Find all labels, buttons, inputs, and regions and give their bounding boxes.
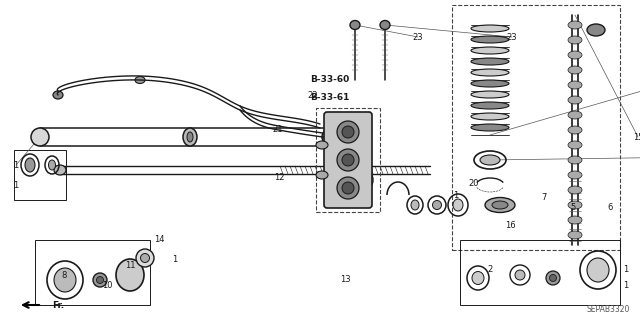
Ellipse shape	[568, 126, 582, 134]
Ellipse shape	[480, 155, 500, 165]
Bar	[316, 108, 380, 212]
Ellipse shape	[568, 21, 582, 29]
Text: 8: 8	[61, 271, 67, 279]
Ellipse shape	[471, 58, 509, 65]
Ellipse shape	[546, 271, 560, 285]
Text: 12: 12	[274, 173, 284, 182]
Ellipse shape	[471, 80, 509, 87]
Text: B-33-61: B-33-61	[310, 93, 349, 101]
Text: 1: 1	[623, 280, 628, 290]
Ellipse shape	[587, 24, 605, 36]
Text: 7: 7	[541, 192, 547, 202]
Text: 23: 23	[413, 33, 423, 41]
Ellipse shape	[485, 197, 515, 212]
Ellipse shape	[568, 171, 582, 179]
Ellipse shape	[471, 124, 509, 131]
Ellipse shape	[568, 36, 582, 44]
Ellipse shape	[587, 258, 609, 282]
Ellipse shape	[471, 47, 509, 54]
Text: 6: 6	[607, 203, 612, 211]
Ellipse shape	[342, 154, 354, 166]
Ellipse shape	[141, 254, 150, 263]
Text: Fr.: Fr.	[52, 300, 64, 309]
Ellipse shape	[337, 149, 359, 171]
Ellipse shape	[568, 51, 582, 59]
Text: SEPAB3320: SEPAB3320	[587, 306, 630, 315]
Text: 1: 1	[13, 160, 19, 169]
Text: 15: 15	[633, 132, 640, 142]
Ellipse shape	[97, 277, 104, 284]
Ellipse shape	[568, 81, 582, 89]
Text: 20: 20	[468, 179, 479, 188]
Ellipse shape	[337, 121, 359, 143]
Ellipse shape	[568, 216, 582, 224]
Ellipse shape	[568, 111, 582, 119]
Ellipse shape	[25, 158, 35, 172]
Ellipse shape	[93, 273, 107, 287]
Ellipse shape	[568, 201, 582, 209]
Ellipse shape	[380, 20, 390, 29]
Ellipse shape	[53, 91, 63, 99]
Ellipse shape	[187, 132, 193, 142]
Text: 2: 2	[488, 265, 493, 275]
Ellipse shape	[316, 171, 328, 179]
Ellipse shape	[54, 165, 66, 175]
Ellipse shape	[471, 113, 509, 120]
Ellipse shape	[322, 129, 338, 145]
Text: 14: 14	[154, 235, 164, 244]
Ellipse shape	[492, 201, 508, 209]
Ellipse shape	[568, 96, 582, 104]
Ellipse shape	[568, 231, 582, 239]
Text: 10: 10	[102, 280, 112, 290]
Text: 13: 13	[340, 276, 350, 285]
Text: 1: 1	[172, 256, 178, 264]
Text: B-33-60: B-33-60	[310, 76, 349, 85]
Bar	[14, 150, 66, 200]
Ellipse shape	[471, 36, 509, 43]
Text: 22: 22	[308, 91, 318, 100]
Text: 1: 1	[623, 265, 628, 275]
Text: 16: 16	[505, 220, 515, 229]
Ellipse shape	[472, 271, 484, 285]
Ellipse shape	[568, 66, 582, 74]
Ellipse shape	[550, 275, 557, 281]
Ellipse shape	[337, 177, 359, 199]
Ellipse shape	[433, 201, 442, 210]
Ellipse shape	[515, 270, 525, 280]
Text: 1: 1	[13, 181, 19, 189]
Ellipse shape	[136, 249, 154, 267]
Ellipse shape	[471, 25, 509, 32]
Ellipse shape	[135, 77, 145, 84]
Ellipse shape	[471, 91, 509, 98]
Text: 23: 23	[507, 33, 517, 41]
Ellipse shape	[342, 182, 354, 194]
Ellipse shape	[316, 141, 328, 149]
FancyBboxPatch shape	[324, 112, 372, 208]
Ellipse shape	[471, 102, 509, 109]
Bar	[35, 240, 150, 305]
Ellipse shape	[31, 128, 49, 146]
Ellipse shape	[471, 69, 509, 76]
Ellipse shape	[49, 160, 56, 170]
Ellipse shape	[453, 199, 463, 211]
Ellipse shape	[568, 156, 582, 164]
Ellipse shape	[183, 128, 197, 146]
Ellipse shape	[411, 200, 419, 210]
Bar	[452, 5, 620, 250]
Ellipse shape	[350, 20, 360, 29]
Ellipse shape	[54, 268, 76, 292]
Text: 11: 11	[125, 261, 135, 270]
Ellipse shape	[568, 141, 582, 149]
Text: 21: 21	[273, 125, 284, 135]
Ellipse shape	[568, 186, 582, 194]
Bar	[460, 240, 620, 305]
Text: 1: 1	[453, 190, 459, 199]
Ellipse shape	[342, 126, 354, 138]
Text: 5: 5	[570, 203, 575, 211]
Ellipse shape	[116, 259, 144, 291]
